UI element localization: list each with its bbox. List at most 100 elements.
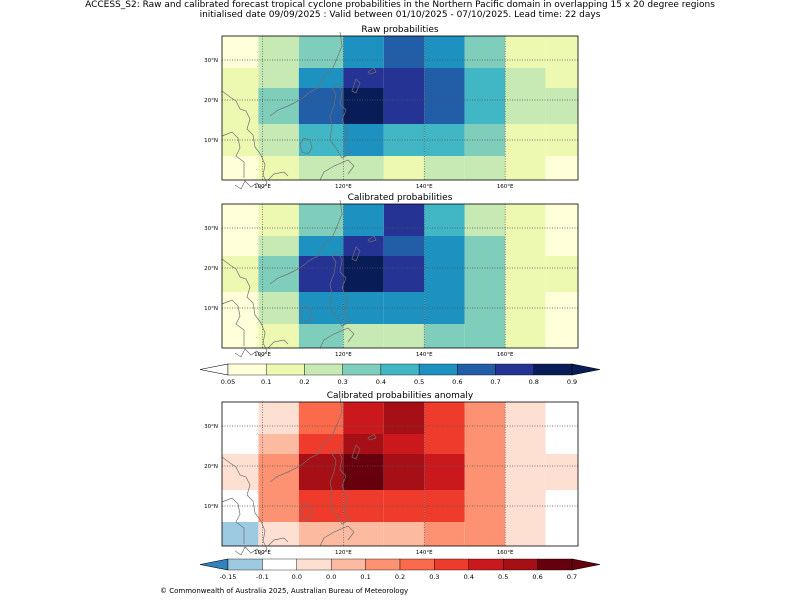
heatmap-cell <box>298 36 344 68</box>
heatmap-cell <box>505 36 546 68</box>
y-tick-label: 10°N <box>204 504 218 510</box>
heatmap-cell <box>343 434 384 454</box>
colorbar-segment <box>266 363 305 376</box>
heatmap-cell <box>298 236 344 256</box>
heatmap-cell <box>343 324 384 348</box>
heatmap-cell <box>545 454 578 490</box>
heatmap-cell <box>545 156 578 180</box>
heatmap-cell <box>343 454 384 490</box>
heatmap-cell <box>258 454 299 490</box>
y-tick-label: 10°N <box>204 138 218 144</box>
colorbar-segment <box>537 558 573 571</box>
figure-title-line-2: initialised date 09/09/2025 : Valid betw… <box>199 10 601 20</box>
colorbar-segment <box>399 558 435 571</box>
colorbar-tick-label: 0.1 <box>261 378 271 386</box>
coastline <box>221 397 377 556</box>
heatmap-cell <box>298 256 344 292</box>
heatmap-cell <box>298 454 344 490</box>
heatmap-cell <box>424 204 465 236</box>
colorbar-anomaly: -0.15 -0.1 0.0 0.0 0.1 0.2 0.3 0.4 0.5 0.6 0.7 <box>199 558 601 581</box>
heatmap-cell <box>343 88 384 124</box>
heatmap-cell <box>343 204 384 236</box>
heatmap-cell <box>505 256 546 292</box>
heatmap-cell <box>545 434 578 454</box>
heatmap-cell <box>222 156 259 180</box>
colorbar-segment <box>227 363 267 376</box>
colorbar-tick-label: 0.2 <box>299 378 309 386</box>
colorbar-over-arrow <box>571 558 601 571</box>
x-tick-label: 100°E <box>254 352 271 358</box>
colorbar-segment <box>296 558 332 571</box>
colorbar-segment <box>304 363 343 376</box>
heatmap-cell <box>383 256 425 292</box>
heatmap-cell <box>545 204 578 236</box>
heatmap-cell <box>298 204 344 236</box>
colorbar-tick-label: 0.5 <box>414 378 424 386</box>
heatmap-cell <box>222 522 259 546</box>
heatmap-cell <box>298 324 344 348</box>
heatmap-cell <box>258 88 299 124</box>
heatmap-cell <box>222 204 259 236</box>
coastline <box>221 199 377 358</box>
colorbar-tick-label: 0.7 <box>490 378 500 386</box>
heatmap-cell <box>424 256 465 292</box>
colorbar-tick-label: 0.3 <box>337 378 347 386</box>
heatmap-cell <box>545 522 578 546</box>
heatmap-cell <box>298 490 344 522</box>
heatmap-cell <box>343 256 384 292</box>
colorbar-segment <box>533 363 573 376</box>
x-tick-label: 160°E <box>497 352 514 358</box>
heatmap-cell <box>424 36 465 68</box>
heatmap-cell <box>383 204 425 236</box>
heatmap-cell <box>383 522 425 546</box>
colorbar-tick-label: 0.9 <box>567 378 577 386</box>
heatmap-cell <box>298 68 344 88</box>
colorbar-tick-label: 0.1 <box>360 573 370 581</box>
colorbar-segment <box>495 363 534 376</box>
map-panel-1: Raw probabilities 100°E 120°E 140°E 160°E 30°… <box>204 25 579 190</box>
colorbar-segment <box>457 363 496 376</box>
heatmap-cell <box>298 124 344 156</box>
heatmap-cell <box>505 324 546 348</box>
heatmap-cell <box>505 236 546 256</box>
heatmap-cell <box>298 156 344 180</box>
heatmap-cell <box>545 256 578 292</box>
heatmap-cell <box>464 156 506 180</box>
heatmap-cell <box>505 156 546 180</box>
x-tick-label: 100°E <box>254 184 271 190</box>
figure-title-line-1: ACCESS_S2: Raw and calibrated forecast t… <box>85 0 715 10</box>
heatmap-cell <box>424 156 465 180</box>
heatmap-cell <box>222 36 259 68</box>
heatmap-cell <box>298 292 344 324</box>
heatmap-cell <box>222 256 259 292</box>
colorbar-segment <box>418 363 458 376</box>
heatmap-cell <box>464 256 506 292</box>
heatmap-cell <box>464 434 506 454</box>
heatmap-cell <box>424 434 465 454</box>
colorbar-segment <box>468 558 504 571</box>
heatmap-cell <box>343 156 384 180</box>
heatmap-cell <box>258 522 299 546</box>
heatmap-cell <box>222 68 259 88</box>
heatmap-cell <box>424 402 465 434</box>
heatmap-cell <box>258 236 299 256</box>
heatmap-cell <box>424 454 465 490</box>
colorbar-tick-label: 0.4 <box>376 378 386 386</box>
y-tick-label: 30°N <box>204 58 218 64</box>
heatmap-cell <box>298 88 344 124</box>
coastline <box>221 31 377 190</box>
heatmap-cell <box>464 324 506 348</box>
heatmap-cell <box>298 434 344 454</box>
heatmap-cell <box>505 68 546 88</box>
colorbar-under-arrow <box>199 363 229 376</box>
colorbar-tick-label: 0.6 <box>532 573 542 581</box>
heatmap-cell <box>424 324 465 348</box>
heatmap-cell <box>222 434 259 454</box>
panel-title: Calibrated probabilities anomaly <box>327 391 474 401</box>
heatmap-cell <box>464 454 506 490</box>
heatmap-cell <box>258 204 299 236</box>
heatmap-cell <box>545 402 578 434</box>
heatmap-cell <box>222 324 259 348</box>
heatmap-cell <box>258 68 299 88</box>
heatmap-cell <box>424 522 465 546</box>
